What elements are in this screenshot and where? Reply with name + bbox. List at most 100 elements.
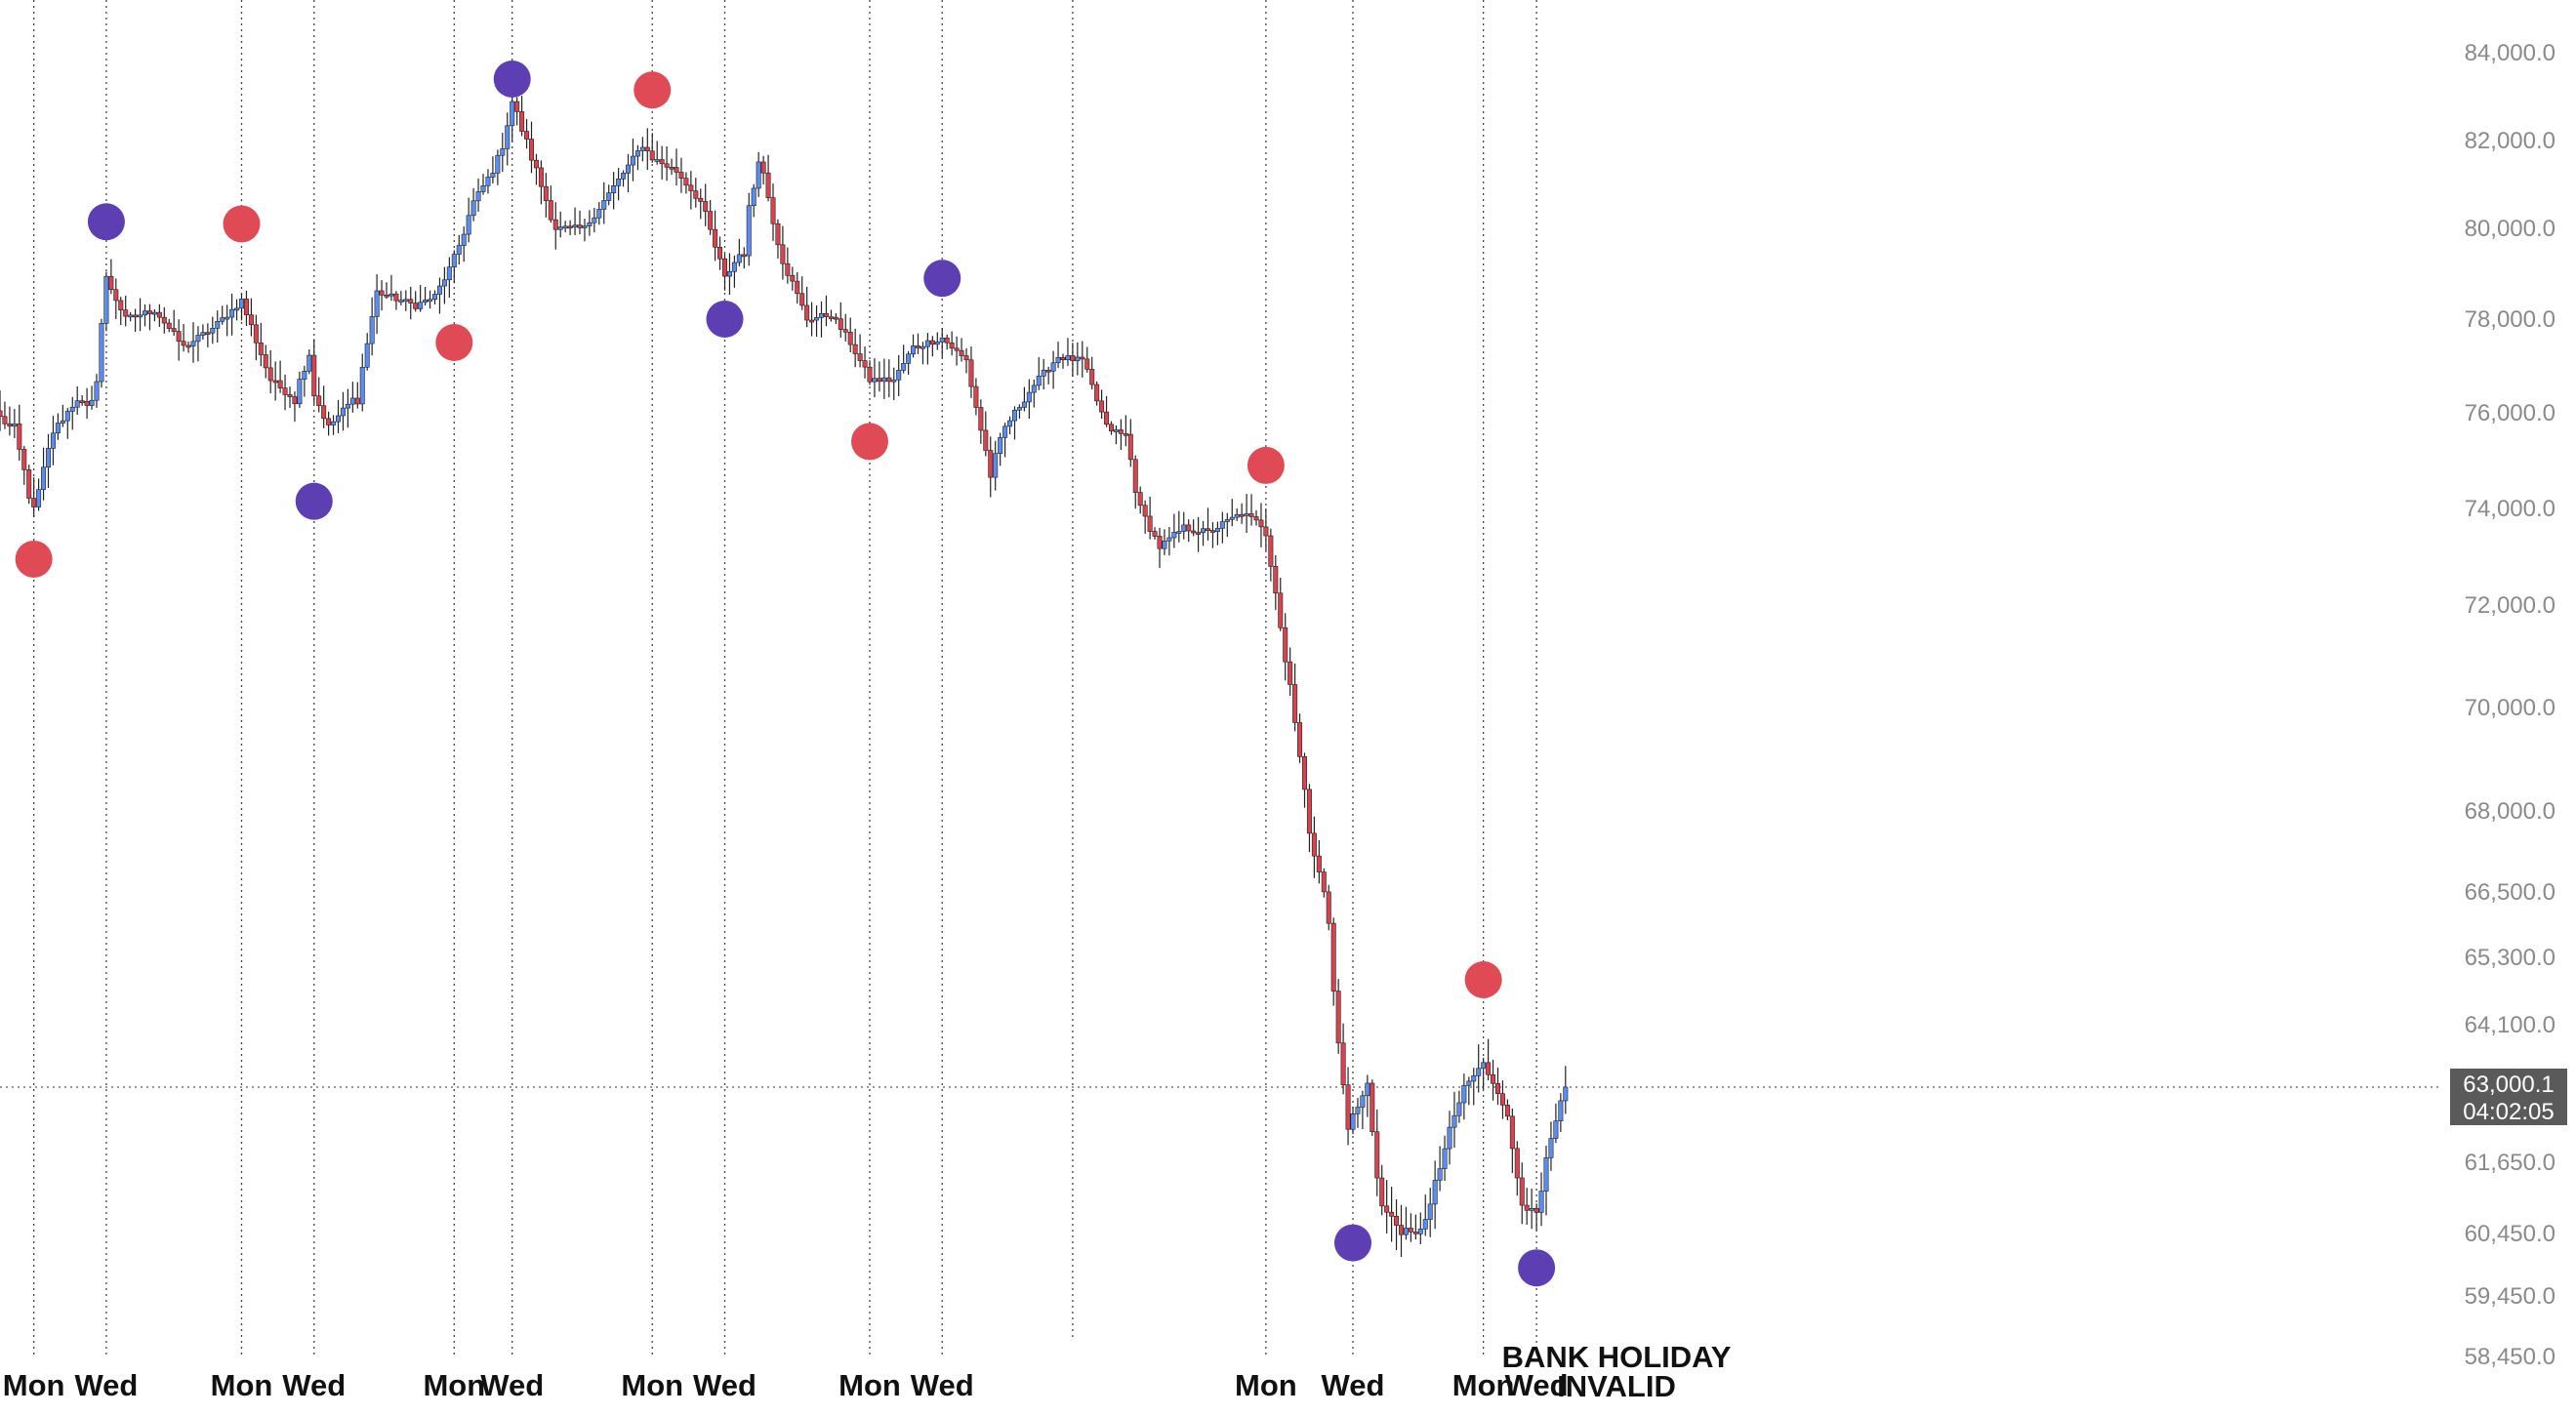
- candle[interactable]: [1196, 517, 1202, 552]
- candle[interactable]: [911, 334, 917, 358]
- candle[interactable]: [713, 210, 718, 262]
- candle[interactable]: [161, 306, 167, 334]
- candle[interactable]: [799, 276, 805, 310]
- candle[interactable]: [785, 247, 791, 284]
- candle[interactable]: [1007, 416, 1013, 434]
- candle[interactable]: [1123, 415, 1128, 447]
- candle[interactable]: [557, 211, 563, 238]
- candle[interactable]: [205, 323, 211, 347]
- purple-low-marker[interactable]: [706, 301, 744, 338]
- candle[interactable]: [215, 310, 221, 344]
- candle[interactable]: [993, 440, 999, 491]
- candle[interactable]: [500, 132, 506, 173]
- candle[interactable]: [55, 413, 61, 440]
- candle[interactable]: [418, 285, 424, 312]
- candle[interactable]: [872, 358, 878, 398]
- candle[interactable]: [1209, 522, 1215, 548]
- candle[interactable]: [41, 447, 47, 501]
- candle[interactable]: [239, 294, 245, 321]
- red-low-marker[interactable]: [851, 423, 888, 461]
- candle[interactable]: [1224, 512, 1230, 538]
- candle[interactable]: [272, 361, 278, 401]
- candle[interactable]: [1219, 511, 1225, 544]
- candle[interactable]: [1041, 358, 1046, 389]
- candle[interactable]: [1012, 406, 1018, 440]
- candle[interactable]: [1292, 663, 1298, 732]
- candle[interactable]: [973, 378, 979, 416]
- candle[interactable]: [1394, 1198, 1400, 1251]
- candle[interactable]: [625, 153, 631, 193]
- candle[interactable]: [929, 336, 935, 357]
- candle[interactable]: [2, 401, 8, 429]
- candle[interactable]: [983, 411, 989, 457]
- candle[interactable]: [703, 183, 709, 226]
- candle[interactable]: [1060, 353, 1066, 369]
- swing-markers[interactable]: [15, 61, 1556, 1287]
- red-low-marker[interactable]: [435, 324, 473, 361]
- candle[interactable]: [1162, 529, 1167, 555]
- red-high-marker[interactable]: [634, 71, 672, 109]
- candle[interactable]: [959, 338, 964, 362]
- candle[interactable]: [384, 282, 389, 300]
- candle[interactable]: [133, 308, 139, 332]
- red-high-marker[interactable]: [223, 205, 261, 243]
- candle[interactable]: [1070, 343, 1076, 377]
- candle[interactable]: [644, 128, 650, 170]
- candle[interactable]: [1461, 1073, 1467, 1120]
- candle[interactable]: [428, 290, 433, 309]
- candle[interactable]: [326, 411, 332, 436]
- candle[interactable]: [528, 121, 534, 174]
- candle[interactable]: [1476, 1044, 1482, 1093]
- candle[interactable]: [877, 361, 882, 392]
- candle[interactable]: [1176, 510, 1182, 543]
- candle[interactable]: [823, 295, 829, 327]
- candle[interactable]: [243, 291, 249, 326]
- candle[interactable]: [1558, 1093, 1564, 1133]
- candle[interactable]: [770, 183, 776, 241]
- candle[interactable]: [804, 286, 810, 328]
- candle[interactable]: [1509, 1108, 1515, 1174]
- candle[interactable]: [354, 382, 360, 409]
- candle[interactable]: [1452, 1091, 1457, 1148]
- candle[interactable]: [470, 187, 476, 222]
- candle[interactable]: [1519, 1162, 1525, 1225]
- candle[interactable]: [220, 305, 225, 325]
- candle[interactable]: [790, 266, 796, 291]
- candle[interactable]: [118, 297, 124, 326]
- candle[interactable]: [1524, 1188, 1530, 1225]
- candle[interactable]: [721, 254, 727, 291]
- candle[interactable]: [524, 119, 530, 149]
- candle[interactable]: [1263, 508, 1269, 551]
- candle[interactable]: [1118, 419, 1124, 450]
- candle[interactable]: [156, 303, 162, 327]
- candle[interactable]: [1099, 389, 1105, 419]
- candle[interactable]: [1137, 486, 1143, 514]
- candle[interactable]: [881, 358, 887, 400]
- candle[interactable]: [359, 353, 365, 412]
- candle[interactable]: [84, 387, 90, 419]
- candle[interactable]: [340, 391, 346, 431]
- candle[interactable]: [1538, 1172, 1544, 1227]
- candle[interactable]: [543, 173, 549, 218]
- candle[interactable]: [780, 225, 786, 280]
- candle[interactable]: [1080, 341, 1085, 378]
- candle[interactable]: [138, 298, 143, 332]
- candle[interactable]: [321, 385, 327, 428]
- candle[interactable]: [1471, 1068, 1477, 1106]
- candle[interactable]: [1021, 386, 1027, 412]
- purple-high-marker[interactable]: [493, 61, 531, 98]
- candle[interactable]: [1104, 395, 1110, 427]
- candle[interactable]: [674, 148, 679, 186]
- candle[interactable]: [1370, 1079, 1375, 1137]
- candle[interactable]: [1273, 554, 1279, 611]
- candle[interactable]: [649, 133, 655, 163]
- candle[interactable]: [775, 219, 781, 259]
- candle[interactable]: [461, 225, 467, 263]
- candle[interactable]: [1094, 381, 1100, 406]
- candle[interactable]: [1491, 1059, 1496, 1101]
- candle[interactable]: [181, 324, 186, 352]
- candle[interactable]: [1181, 511, 1187, 540]
- red-low-marker[interactable]: [15, 540, 53, 578]
- candle[interactable]: [842, 313, 848, 342]
